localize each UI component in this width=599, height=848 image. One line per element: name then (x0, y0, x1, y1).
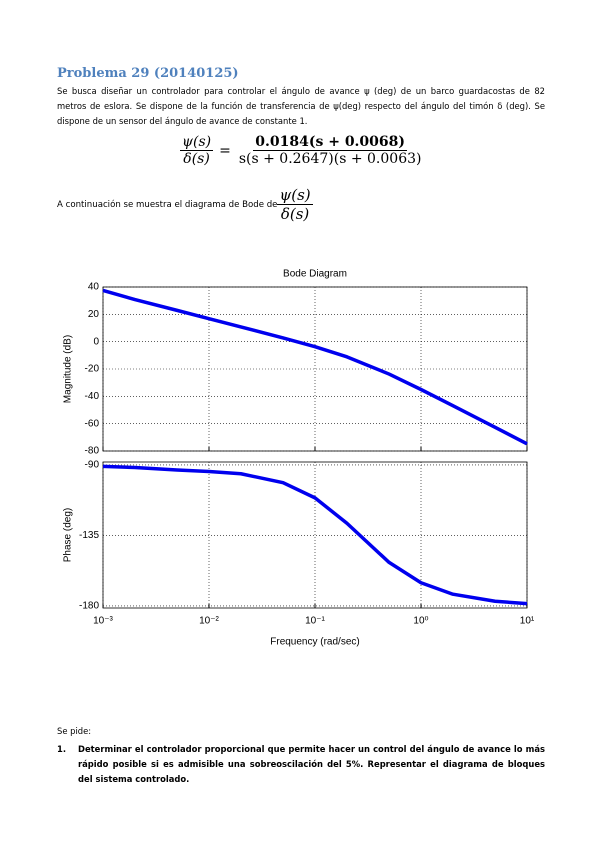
x-tick-label: 10⁻³ (93, 616, 113, 627)
x-tick-label: 10⁻¹ (305, 616, 325, 627)
axes-box (102, 286, 528, 452)
y-tick-label: 20 (88, 309, 100, 320)
chart-title: Bode Diagram (283, 269, 347, 280)
x-axis-label: Frequency (rad/sec) (270, 637, 359, 648)
y-tick-label: -40 (85, 391, 100, 402)
question-number: 1. (57, 744, 67, 754)
y-tick-label: -135 (79, 530, 99, 541)
axes-box (102, 461, 528, 609)
question-text: Determinar el controlador proporcional q… (78, 744, 545, 784)
y-tick-label: 0 (93, 336, 99, 347)
bode-frac: ψ(s) δ(s) (277, 186, 313, 223)
y-tick-label: -20 (85, 364, 100, 375)
bode-chart: Bode Diagram -80 -60 -40 -20 0 20 40 Magnitude (… (63, 269, 535, 648)
y-axis-label: Magnitude (dB) (63, 335, 74, 403)
curve (102, 288, 528, 446)
equation: ψ(s) δ(s) = 0.0184(s + 0.0068) s(s + 0.264… (180, 134, 423, 167)
lhs-den: δ(s) (183, 151, 210, 167)
x-tick-label: 10⁻² (199, 616, 219, 627)
questions-intro: Se pide: (57, 726, 92, 736)
rhs-den: s(s + 0.2647)(s + 0.0063) (238, 151, 422, 167)
equals: = (219, 142, 231, 159)
y-tick-label: 40 (88, 282, 100, 293)
intro: Se busca diseñar un controlador para con… (57, 86, 545, 126)
lhs-num: ψ(s) (180, 134, 214, 151)
curve (102, 464, 528, 606)
bode-intro-text: A continuación se muestra el diagrama de… (57, 199, 278, 210)
lhs: ψ(s) δ(s) (180, 134, 214, 167)
question: 1. Determinar el controlador proporciona… (57, 742, 545, 787)
rhs: 0.0184(s + 0.0068) s(s + 0.2647)(s + 0.00… (237, 134, 424, 167)
rhs-num: 0.0184(s + 0.0068) (253, 134, 408, 151)
y-tick-label: -60 (85, 418, 100, 429)
y-axis-label: Phase (deg) (63, 508, 74, 562)
y-tick-label: -90 (85, 460, 100, 471)
bode-den: δ(s) (280, 205, 310, 223)
title: Problema 29 (20140125) (57, 66, 239, 81)
y-tick-label: -180 (79, 601, 99, 612)
bode-num: ψ(s) (277, 186, 313, 205)
bode-intro: A continuación se muestra el diagrama de… (57, 186, 313, 223)
y-tick-label: -80 (85, 446, 100, 457)
x-tick-label: 10¹ (520, 616, 535, 627)
x-tick-label: 10⁰ (413, 616, 428, 627)
